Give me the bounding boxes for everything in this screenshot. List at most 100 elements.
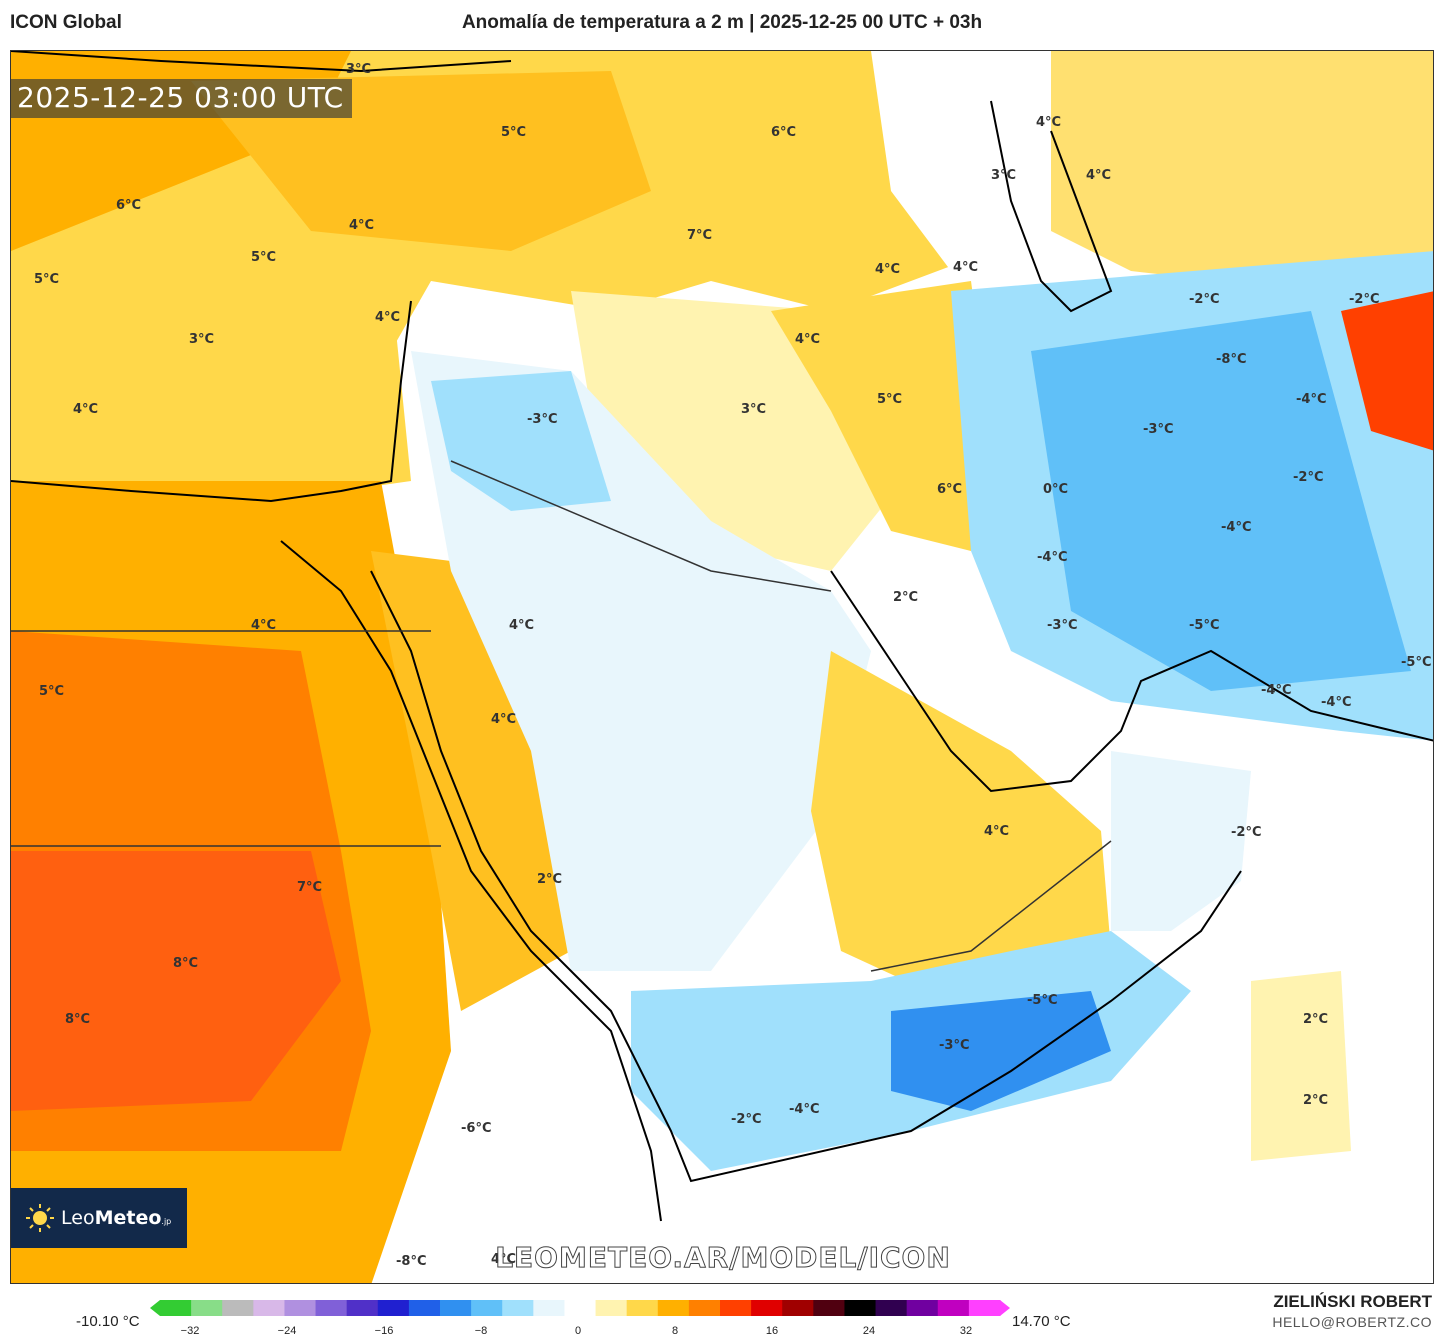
contour-label: -4°C	[1296, 392, 1326, 407]
colorbar-swatch	[751, 1300, 783, 1316]
contour-label: -2°C	[731, 1112, 761, 1127]
colorbar-swatch	[595, 1300, 628, 1316]
contour-label: -5°C	[1027, 993, 1057, 1008]
contour-label: 4°C	[875, 262, 900, 277]
anomaly-region-pakistan-hot	[1341, 291, 1433, 451]
colorbar-swatch	[657, 1300, 690, 1316]
contour-label: 5°C	[877, 392, 902, 407]
colorbar-swatch	[626, 1300, 659, 1316]
colorbar-swatch	[813, 1300, 845, 1316]
colorbar-swatch	[253, 1300, 285, 1316]
author-email[interactable]: HELLO@ROBERTZ.CO	[1272, 1314, 1432, 1330]
colorbar-tick-label: −16	[374, 1325, 394, 1337]
contour-label: 4°C	[795, 332, 820, 347]
contour-label: 5°C	[251, 250, 276, 265]
contour-label: 4°C	[73, 402, 98, 417]
colorbar-swatch	[440, 1300, 472, 1316]
colorbar-swatch	[564, 1300, 597, 1316]
colorbar-tick-label: 8	[671, 1325, 679, 1337]
contour-label: 4°C	[953, 260, 978, 275]
coastline-black-sea	[11, 51, 512, 73]
contour-label: -5°C	[1189, 618, 1219, 633]
contour-label: -4°C	[1321, 695, 1351, 710]
contour-label: 7°C	[687, 228, 712, 243]
contour-label: 6°C	[937, 482, 962, 497]
contour-label: -4°C	[1037, 550, 1067, 565]
contour-label: -5°C	[1401, 655, 1431, 670]
colorbar-swatch	[377, 1300, 410, 1316]
anomaly-region-central-asia	[1051, 51, 1433, 291]
colorbar	[150, 1300, 1010, 1316]
contour-label: 4°C	[251, 618, 276, 633]
contour-label: -3°C	[527, 412, 557, 427]
contour-label: 4°C	[1036, 115, 1061, 130]
anomaly-region-rub-al-khali	[811, 651, 1111, 1011]
colorbar-swatch	[284, 1300, 317, 1316]
colorbar-swatch	[502, 1300, 534, 1316]
anomaly-region-arabian-sea-warm	[1251, 971, 1351, 1161]
colorbar-swatch	[844, 1300, 877, 1316]
watermark-url: LEOMETEO.AR/MODEL/ICON	[495, 1241, 951, 1275]
contour-label: 8°C	[173, 956, 198, 971]
contour-label: -3°C	[1047, 618, 1077, 633]
contour-label: -4°C	[1221, 520, 1251, 535]
contour-label: 4°C	[509, 618, 534, 633]
temperature-anomaly-map[interactable]: 3°C 5°C 6°C 4°C 3°C 4°C 6°C 4°C 5°C 5°C 4°C 7°C 4°C -…	[11, 51, 1434, 1284]
colorbar-swatch	[968, 1300, 1001, 1316]
contour-label: 7°C	[297, 880, 322, 895]
contour-label: -3°C	[939, 1038, 969, 1053]
model-name: ICON Global	[10, 12, 122, 33]
sun-icon	[26, 1204, 54, 1232]
contour-label: -4°C	[1261, 683, 1291, 698]
colorbar-min-label: -10.10 °C	[76, 1313, 140, 1330]
anomaly-region-iran-north	[871, 51, 1071, 271]
contour-label: 5°C	[34, 272, 59, 287]
colorbar-tick-label: 0	[574, 1325, 582, 1337]
colorbar-tick-label: 16	[765, 1325, 779, 1337]
colorbar-arrow-left	[150, 1300, 160, 1316]
colorbar-tick-label: −24	[277, 1325, 297, 1337]
colorbar-swatch	[191, 1300, 223, 1316]
anomaly-region-sudan-core	[11, 851, 341, 1111]
contour-label: -2°C	[1231, 825, 1261, 840]
border-line	[450, 460, 832, 592]
logo-text-small: .jp	[161, 1217, 172, 1226]
coastline-mediterranean	[11, 300, 412, 503]
contour-label: -4°C	[789, 1102, 819, 1117]
contour-label: 2°C	[1303, 1012, 1328, 1027]
contour-label: -8°C	[1216, 352, 1246, 367]
coastline-caspian	[990, 100, 1113, 313]
anomaly-region-saudi-blue	[431, 371, 611, 511]
anomaly-region-yemen-core	[891, 991, 1111, 1111]
contour-label: -2°C	[1349, 292, 1379, 307]
colorbar-swatch	[315, 1300, 348, 1316]
border-line	[870, 840, 1112, 972]
colorbar-arrow-right	[1000, 1300, 1010, 1316]
coastline-arabia-west	[370, 570, 1242, 1183]
anomaly-region-oman-coast	[1111, 751, 1251, 931]
contour-label: 2°C	[893, 590, 918, 605]
contour-label: 4°C	[1086, 168, 1111, 183]
contour-label: 4°C	[491, 1252, 516, 1267]
contour-label: 2°C	[537, 872, 562, 887]
map-title: Anomalía de temperatura a 2 m | 2025-12-…	[461, 12, 983, 33]
contour-label: 6°C	[771, 125, 796, 140]
colorbar-swatch	[688, 1300, 721, 1316]
contour-label: 3°C	[991, 168, 1016, 183]
colorbar-swatch	[937, 1300, 970, 1316]
contour-label: 3°C	[189, 332, 214, 347]
contour-label: -2°C	[1189, 292, 1219, 307]
contour-label: 4°C	[375, 310, 400, 325]
leometeo-logo[interactable]: LeoMeteo.jp	[11, 1188, 187, 1248]
colorbar-swatch	[720, 1300, 752, 1316]
anomaly-region-zagros	[771, 281, 991, 551]
contour-label-layer: 3°C 5°C 6°C 4°C 3°C 4°C 6°C 4°C 5°C 5°C 4°C 7°C 4°C -…	[34, 62, 1431, 1269]
contour-label: 2°C	[1303, 1093, 1328, 1108]
colorbar-swatch	[408, 1300, 441, 1316]
anomaly-region-mediterranean	[11, 281, 411, 491]
contour-label: -2°C	[1293, 470, 1323, 485]
contour-label: -3°C	[1143, 422, 1173, 437]
map-panel[interactable]: 3°C 5°C 6°C 4°C 3°C 4°C 6°C 4°C 5°C 5°C 4°C 7°C 4°C -…	[10, 50, 1434, 1284]
colorbar-tick-label: 24	[862, 1325, 876, 1337]
colorbar-max-label: 14.70 °C	[1012, 1313, 1071, 1330]
